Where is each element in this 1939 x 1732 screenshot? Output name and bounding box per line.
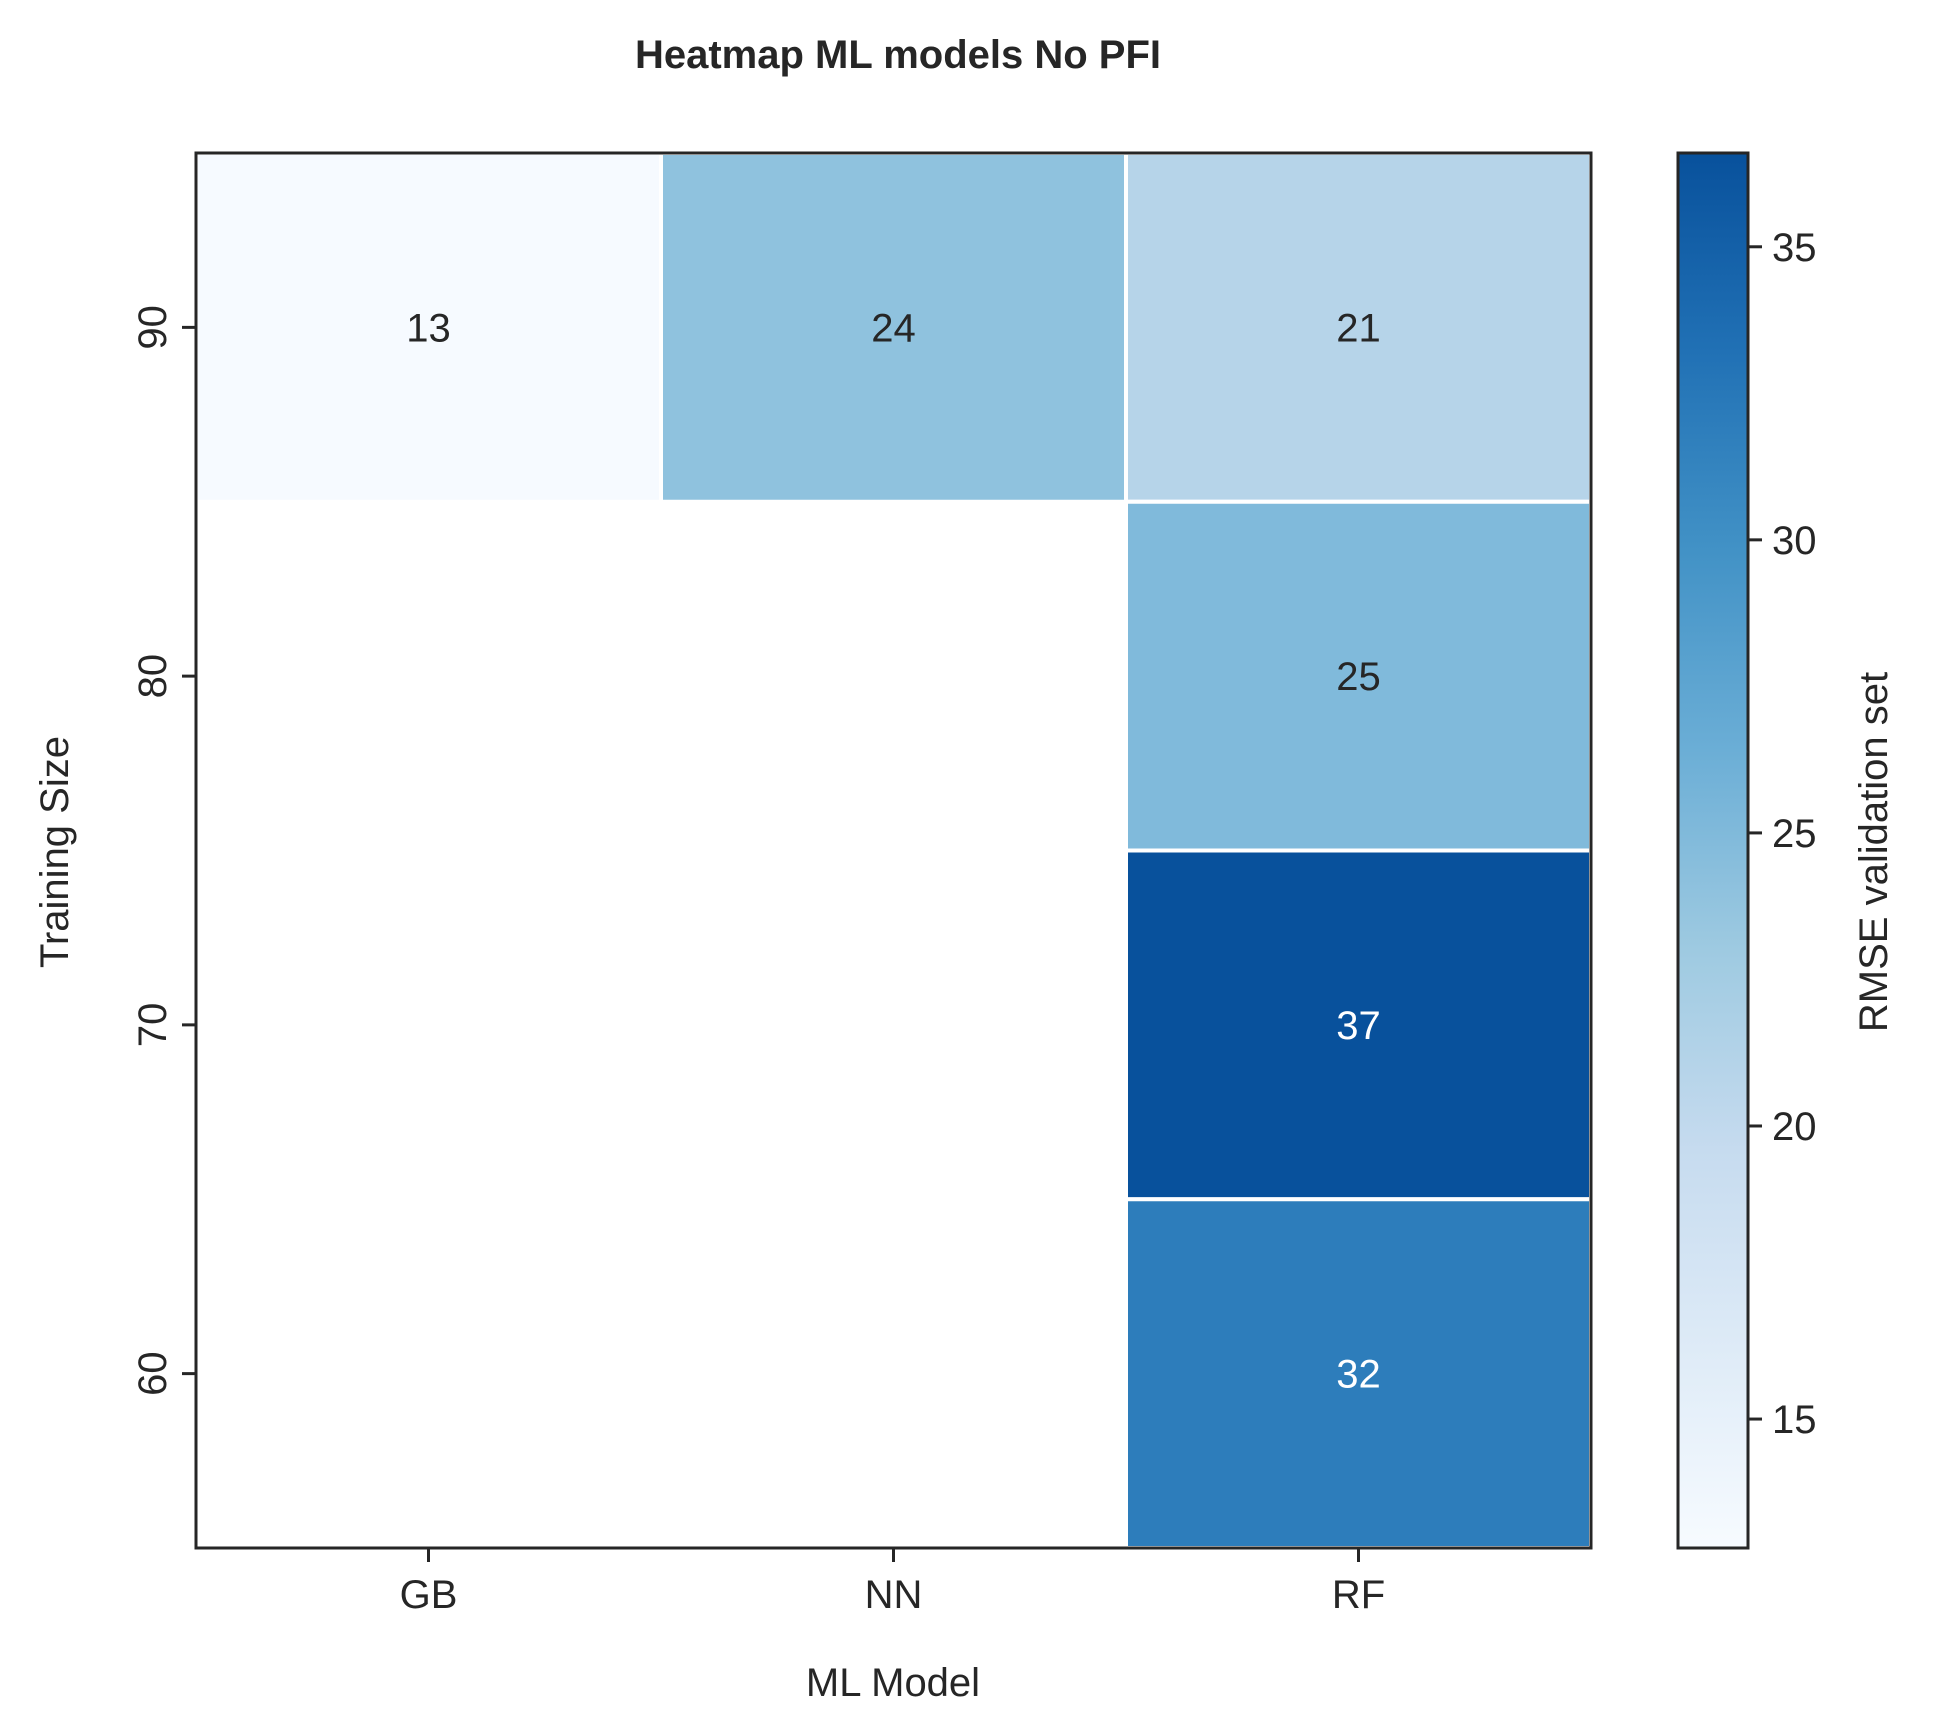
colorbar-ticks: 15 20 25 30 35 — [1748, 226, 1817, 1442]
heatmap-cell-rf-60 — [1124, 1197, 1593, 1550]
y-tick-label: 60 — [131, 1351, 175, 1396]
x-tick-label: NN — [865, 1573, 923, 1617]
colorbar-label: RMSE validation set — [1852, 672, 1896, 1032]
colorbar-tick-label: 15 — [1772, 1398, 1817, 1442]
y-axis-label: Training Size — [33, 736, 77, 968]
x-tick-label: RF — [1332, 1573, 1385, 1617]
heatmap-cell-labels: 13 24 21 25 37 32 — [406, 306, 1381, 1396]
y-tick-label: 90 — [131, 305, 175, 350]
x-tick-label: GB — [400, 1573, 458, 1617]
cell-value-label: 37 — [1336, 1004, 1381, 1048]
colorbar-tick-label: 30 — [1772, 519, 1817, 563]
colorbar-tick-label: 20 — [1772, 1105, 1817, 1149]
y-axis-ticks: 90 80 70 60 — [131, 305, 196, 1396]
heatmap-cell-rf-70 — [1124, 848, 1593, 1202]
heatmap-cell-rf-80 — [1124, 499, 1593, 853]
cell-value-label: 24 — [871, 306, 916, 350]
heatmap-cells — [194, 151, 1593, 1550]
colorbar-tick-label: 25 — [1772, 812, 1817, 856]
heatmap-cell-nn-90 — [659, 151, 1128, 504]
cell-value-label: 21 — [1336, 306, 1381, 350]
cell-value-label: 25 — [1336, 655, 1381, 699]
y-tick-label: 80 — [131, 654, 175, 699]
cell-value-label: 32 — [1336, 1353, 1381, 1397]
x-axis-label: ML Model — [806, 1661, 980, 1705]
colorbar — [1676, 151, 1750, 1550]
x-axis-ticks: GB NN RF — [400, 1548, 1385, 1617]
cell-value-label: 13 — [406, 306, 451, 350]
heatmap-cell-gb-90 — [194, 151, 663, 504]
colorbar-tick-label: 35 — [1772, 226, 1817, 270]
y-tick-label: 70 — [131, 1003, 175, 1048]
chart-title: Heatmap ML models No PFI — [635, 33, 1161, 77]
